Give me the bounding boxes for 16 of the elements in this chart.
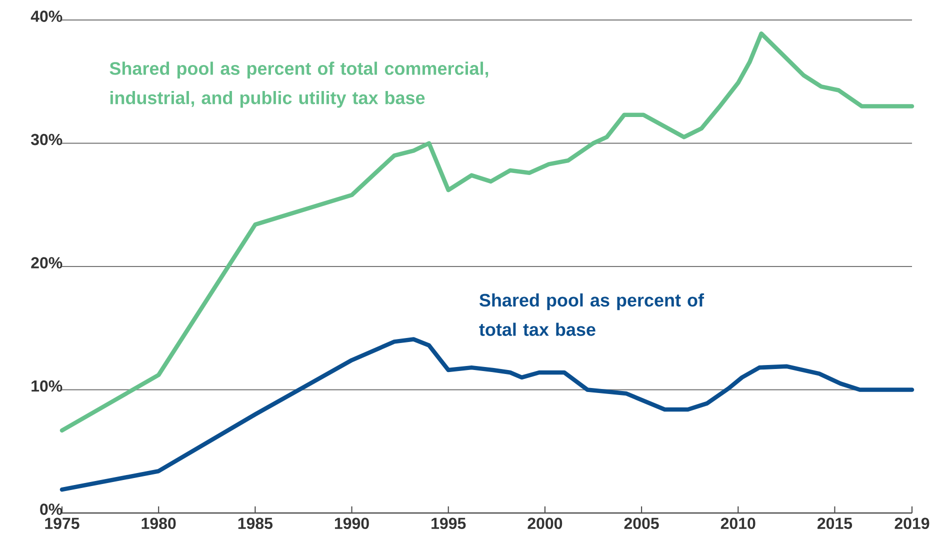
x-tick-label: 2019 <box>894 518 930 530</box>
x-tick-label: 1980 <box>142 518 176 530</box>
y-tick-label: 40% <box>30 10 62 22</box>
x-tick-label: 1995 <box>432 518 466 530</box>
y-tick-label: 20% <box>31 257 62 268</box>
x-tick-label: 2015 <box>817 518 852 530</box>
series-label: Shared pool as percent of total tax base <box>479 293 704 336</box>
x-tick-label: 2000 <box>528 518 562 530</box>
y-tick-label: 10% <box>32 380 62 392</box>
x-tick-label: 2005 <box>624 518 659 530</box>
x-tick-label: 1985 <box>238 518 273 530</box>
x-tick-label: 1975 <box>45 518 80 530</box>
x-tick-label: 1990 <box>334 518 369 530</box>
text: Shared pool as percent of total commercial, industrial, and public utility tax base <box>110 62 488 108</box>
x-tick-label: 2010 <box>720 518 756 530</box>
y-tick-label: 30% <box>30 134 62 146</box>
